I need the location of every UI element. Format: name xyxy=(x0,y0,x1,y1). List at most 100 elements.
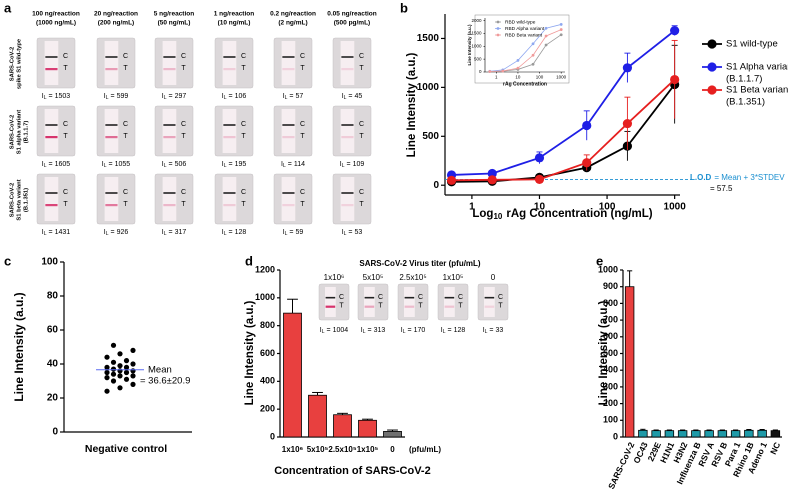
il-equals: = xyxy=(110,93,114,100)
il-label: IL = 297 xyxy=(162,93,187,101)
legend-label: S1 wild-type xyxy=(726,39,778,50)
bar xyxy=(333,414,352,438)
column-amount: 0.05 ng/reaction xyxy=(327,11,377,18)
il-value: 1503 xyxy=(55,93,71,100)
panel-label: d xyxy=(245,253,253,268)
strip-window xyxy=(104,41,119,85)
column-amount: 20 ng/reaction xyxy=(94,11,138,18)
legend-marker xyxy=(496,27,500,30)
il-symbol: I xyxy=(42,229,44,236)
strip-window xyxy=(484,287,495,317)
y-tick-label: 0 xyxy=(433,180,439,191)
x-tick-label: 1x10⁶ xyxy=(282,445,304,454)
y-tick-label: 60 xyxy=(47,325,59,336)
il-subscript: L xyxy=(342,163,345,169)
il-symbol: I xyxy=(281,161,283,168)
il-subscript: L xyxy=(224,163,227,169)
test-label: T xyxy=(359,201,364,208)
series-line xyxy=(451,29,676,176)
il-value: 114 xyxy=(294,161,305,168)
il-value: 109 xyxy=(353,161,365,168)
il-equals: = xyxy=(348,93,352,100)
data-point xyxy=(117,385,123,391)
mean-label: Mean xyxy=(148,364,172,375)
data-point xyxy=(544,43,548,47)
y-tick-label: 400 xyxy=(603,365,618,375)
row-label: SARS-CoV-2 xyxy=(10,47,16,81)
y-tick-label: 500 xyxy=(474,56,482,61)
il-value: 313 xyxy=(374,327,386,334)
legend-marker xyxy=(707,39,717,49)
lod-label: L.O.D xyxy=(690,173,712,182)
data-point xyxy=(130,361,136,367)
y-tick-label: 1000 xyxy=(417,82,440,93)
y-tick-label: 1200 xyxy=(255,264,275,274)
y-tick-label: 800 xyxy=(603,298,618,308)
il-value: 926 xyxy=(117,229,129,236)
il-equals: = xyxy=(228,93,232,100)
column-conc: (10 ng/mL) xyxy=(218,20,251,27)
bar xyxy=(730,430,741,438)
il-label: IL = 1503 xyxy=(42,93,71,101)
test-label: T xyxy=(123,133,128,140)
il-symbol: I xyxy=(42,93,44,100)
data-point xyxy=(130,368,136,374)
il-value: 128 xyxy=(454,327,466,334)
test-line xyxy=(341,68,354,71)
il-symbol: I xyxy=(104,93,106,100)
control-label: C xyxy=(300,53,305,60)
x-tick-label: 5x10⁵ xyxy=(307,445,329,454)
test-line xyxy=(341,136,354,139)
data-point xyxy=(110,371,117,377)
x-tick-label: SARS-CoV-2 xyxy=(606,440,637,490)
y-tick-label: 80 xyxy=(47,291,59,302)
y-tick-label: 100 xyxy=(603,415,618,425)
il-label: IL = 128 xyxy=(441,327,466,335)
test-label: T xyxy=(181,133,186,140)
il-label: IL = 1605 xyxy=(42,161,71,169)
il-label: IL = 195 xyxy=(222,161,247,169)
il-equals: = xyxy=(168,93,172,100)
row-label: S1 alpha variant xyxy=(17,110,23,155)
il-value: 53 xyxy=(355,229,363,236)
x-title-prefix: Log xyxy=(472,208,493,220)
test-line xyxy=(45,68,58,71)
il-label: IL = 317 xyxy=(162,229,187,237)
data-point xyxy=(559,33,563,37)
category-label: Negative control xyxy=(85,443,167,455)
il-label: IL = 128 xyxy=(222,229,247,237)
data-point xyxy=(622,63,633,73)
test-label: T xyxy=(339,302,344,309)
inset-category: 2.5x10⁵ xyxy=(399,273,426,282)
bar xyxy=(638,429,648,438)
il-subscript: L xyxy=(224,95,227,101)
test-line xyxy=(223,68,236,71)
y-axis-title: Line Intensity (a.u.) xyxy=(406,52,418,157)
il-subscript: L xyxy=(44,163,47,169)
il-equals: = xyxy=(168,161,172,168)
data-point xyxy=(488,70,492,73)
il-label: IL = 59 xyxy=(283,229,304,237)
il-subscript: L xyxy=(344,231,347,237)
x-title-text: rAg Concentration (ng/mL) xyxy=(506,208,652,220)
il-label: IL = 170 xyxy=(401,327,426,335)
y-tick-label: 700 xyxy=(603,314,618,324)
test-label: T xyxy=(418,302,423,309)
strip-window xyxy=(222,109,237,153)
inset-category: 1x10⁶ xyxy=(324,273,345,282)
x-tick-label: 1x10⁵ xyxy=(357,445,379,454)
il-subscript: L xyxy=(106,231,109,237)
row-label: (B.1.1.7) xyxy=(24,121,30,144)
il-value: 57 xyxy=(296,93,304,100)
control-label: C xyxy=(359,189,364,196)
control-label: C xyxy=(241,53,246,60)
test-label: T xyxy=(300,65,305,72)
control-label: C xyxy=(181,121,186,128)
bar xyxy=(358,419,377,438)
test-line xyxy=(223,136,236,139)
strip-window xyxy=(281,177,296,221)
legend-label: RBD Beta variant xyxy=(505,32,543,38)
il-subscript: L xyxy=(403,329,406,335)
row-label: (B.1.351) xyxy=(24,188,30,212)
test-label: T xyxy=(123,65,128,72)
